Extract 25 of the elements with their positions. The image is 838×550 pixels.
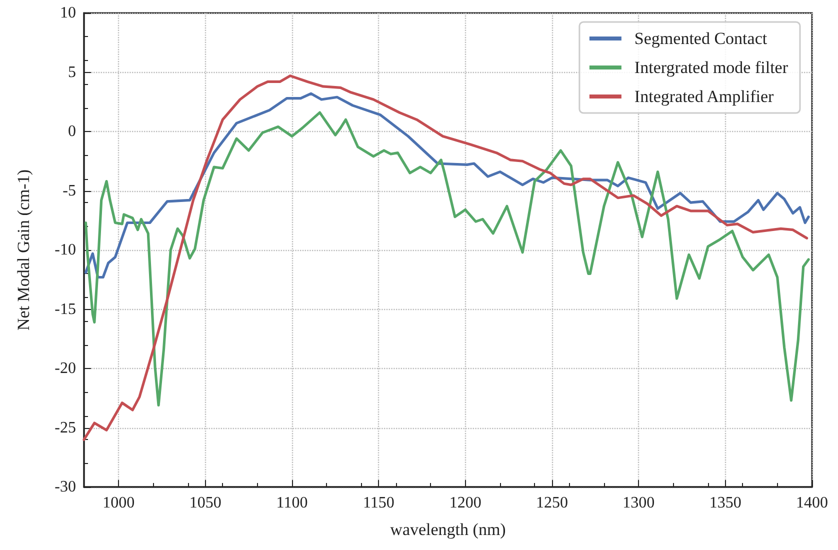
legend-label: Intergrated mode filter	[634, 58, 788, 77]
x-tick-label: 1250	[536, 494, 568, 512]
y-tick-label: 10	[60, 4, 76, 22]
x-tick-label: 1400	[796, 494, 828, 512]
y-tick-label: 0	[68, 123, 76, 140]
x-axis-title: wavelength (nm)	[390, 520, 506, 539]
x-tick-label: 1050	[189, 494, 222, 512]
y-tick-label: -10	[54, 242, 76, 258]
y-tick-label: -20	[54, 360, 76, 377]
y-tick-label: -15	[54, 300, 76, 318]
x-tick-label: 1000	[102, 494, 135, 512]
y-tick-label: 5	[68, 64, 76, 81]
x-tick-label: 1350	[709, 494, 742, 512]
line-series	[84, 111, 810, 407]
x-tick-label: 1150	[362, 494, 394, 512]
x-tick-label: 1300	[622, 494, 655, 512]
legend-label: Integrated Amplifier	[634, 87, 774, 106]
y-tick-label: -25	[54, 419, 76, 436]
legend-label: Segmented Contact	[634, 29, 768, 48]
y-tick-label: -30	[54, 478, 76, 496]
x-tick-label: 1200	[449, 494, 482, 512]
y-tick-label: -5	[62, 182, 76, 200]
x-tick-label: 1100	[276, 494, 308, 512]
y-axis-title: Net Modal Gain (cm-1)	[14, 170, 33, 330]
line-series	[84, 92, 810, 279]
